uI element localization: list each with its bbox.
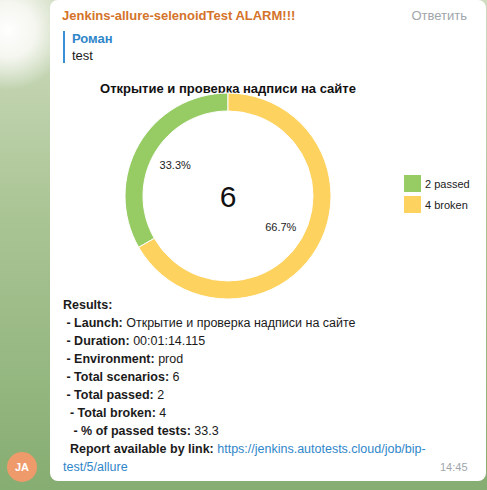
report-value: 2 <box>157 388 164 402</box>
report-value: Открытие и проверка надписи на сайте <box>126 316 355 330</box>
report-value: 33.3 <box>194 424 218 438</box>
donut-slice <box>139 93 331 299</box>
avatar: JA <box>7 452 37 482</box>
report-value: 4 <box>159 406 166 420</box>
report-value: prod <box>158 352 183 366</box>
legend-label: 2 passed <box>425 178 470 190</box>
report-label: - Environment: <box>63 352 155 366</box>
report-label: - Total passed: <box>63 388 154 402</box>
report-line: - % of passed tests: 33.3 <box>63 422 478 440</box>
report-label: - % of passed tests: <box>63 424 191 438</box>
report-line: - Launch: Открытие и проверка надписи на… <box>63 314 478 332</box>
report-value: 00:01:14.115 <box>133 334 205 348</box>
legend: 2 passed 4 broken <box>404 175 470 213</box>
chart: Открытие и проверка надписи на сайте33.3… <box>0 0 487 300</box>
reply-button[interactable]: Ответить <box>411 8 467 23</box>
sender-name: Jenkins-allure-selenoidTest ALARM!!! <box>62 8 295 23</box>
quote-text: test <box>72 48 93 63</box>
report-line: - Total scenarios: 6 <box>63 368 478 386</box>
donut <box>125 93 331 299</box>
quote-author: Роман <box>72 31 113 46</box>
legend-swatch <box>404 175 421 192</box>
report-label: - Total scenarios: <box>63 370 169 384</box>
report-value: 6 <box>173 370 180 384</box>
report-line: - Total passed: 2 <box>63 386 478 404</box>
report-label: - Launch: <box>63 316 123 330</box>
legend-label: 4 broken <box>425 199 468 211</box>
message-time: 14:45 <box>440 461 468 473</box>
quote-bar <box>63 31 65 63</box>
link-label: Report available by link: <box>63 442 214 456</box>
report-line: - Duration: 00:01:14.115 <box>63 332 478 350</box>
report-heading-line: Results: <box>63 296 478 314</box>
data-label: 33.3% <box>160 159 191 171</box>
report-line: - Environment: prod <box>63 350 478 368</box>
center-label: 6 <box>220 180 237 213</box>
report-label: - Duration: <box>63 334 130 348</box>
report-link-line: Report available by link: https://jenkin… <box>63 440 478 476</box>
data-label: 66.7% <box>265 221 296 233</box>
report-heading: Results: <box>63 298 112 312</box>
donut-slice <box>125 93 228 247</box>
report-label: - Total broken: <box>63 406 156 420</box>
report-line: - Total broken: 4 <box>63 404 478 422</box>
report: Results: - Launch: Открытие и проверка н… <box>63 296 478 476</box>
legend-swatch <box>404 196 421 213</box>
data-labels: 33.3% 66.7% <box>160 159 297 232</box>
